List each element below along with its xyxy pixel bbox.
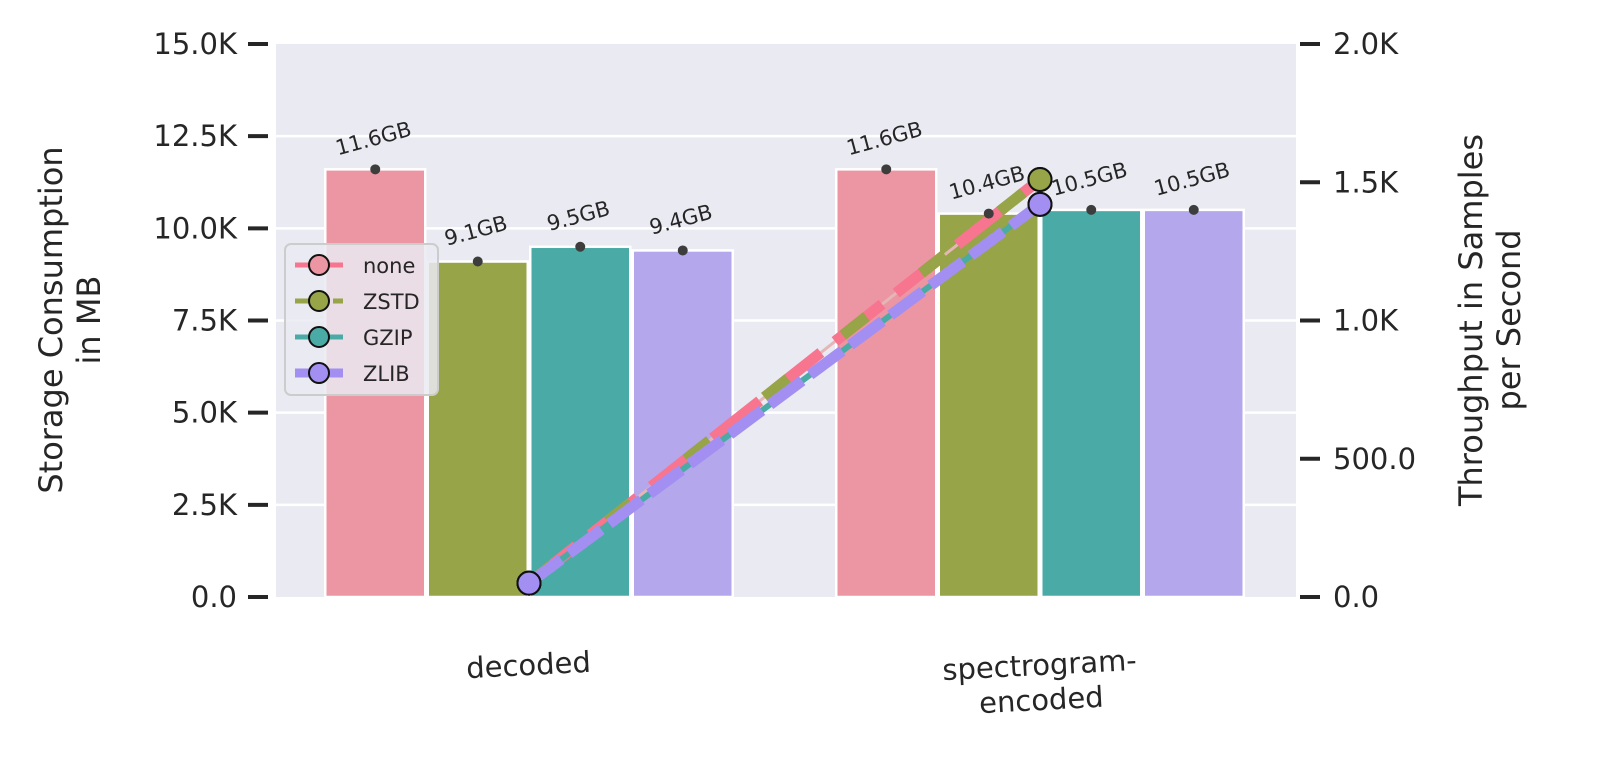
marker-zlib-1 xyxy=(1027,191,1053,217)
legend-marker-none xyxy=(308,254,330,276)
left-tick-label: 2.5K xyxy=(172,488,238,522)
error-dot xyxy=(983,208,994,219)
left-y-axis: 0.0 2.5K 5.0K 7.5K 10.0K 12.5K 15.0K xyxy=(153,27,268,614)
bar-none-1 xyxy=(835,168,938,599)
error-dot xyxy=(472,256,483,267)
bar-zlib-0 xyxy=(631,249,734,599)
left-axis-title: Storage Consumptionin MB xyxy=(32,146,108,493)
legend-label-gzip: GZIP xyxy=(363,326,413,350)
bars xyxy=(324,168,1245,599)
legend-box xyxy=(284,243,439,396)
category-label-line: decoded xyxy=(465,645,591,685)
throughput-lines xyxy=(516,166,1053,596)
category-label-0: decoded xyxy=(465,645,591,685)
error-dot xyxy=(1188,204,1199,215)
category-label-line: encoded xyxy=(978,680,1104,720)
right-tick-label: 1.0K xyxy=(1333,304,1399,338)
axis-title-line: per Second xyxy=(1490,229,1528,410)
left-tick-label: 5.0K xyxy=(172,396,238,430)
bar-zstd-0 xyxy=(426,260,529,599)
error-dot xyxy=(881,164,892,175)
marker-zlib-0 xyxy=(516,570,542,596)
legend-marker-zlib xyxy=(308,362,330,384)
axis-title-line: Throughput in Samples xyxy=(1452,134,1490,507)
error-dot xyxy=(1086,204,1097,215)
legend-label-zstd: ZSTD xyxy=(363,290,420,314)
axis-title-line: in MB xyxy=(70,276,108,365)
left-tick-label: 15.0K xyxy=(153,27,238,61)
legend: none ZSTD GZIP ZLIB xyxy=(284,243,439,396)
error-dot xyxy=(370,164,381,175)
axis-title-line: Storage Consumption xyxy=(32,146,70,493)
right-tick-label: 0.0 xyxy=(1333,580,1379,614)
right-axis-title: Throughput in Samplesper Second xyxy=(1452,134,1528,507)
line-zlib xyxy=(525,199,1044,588)
x-axis-categories: decoded spectrogram-encoded xyxy=(465,643,1137,720)
left-tick-label: 0.0 xyxy=(191,580,237,614)
left-tick-label: 12.5K xyxy=(153,119,238,153)
bar-gzip-1 xyxy=(1040,208,1143,599)
left-tick-label: 10.0K xyxy=(153,211,238,245)
category-label-1: spectrogram-encoded xyxy=(941,643,1137,720)
error-dot xyxy=(677,245,688,256)
marker-zstd-1 xyxy=(1027,166,1053,192)
legend-label-zlib: ZLIB xyxy=(363,362,410,386)
bar-zlib-1 xyxy=(1142,208,1245,599)
right-tick-label: 500.0 xyxy=(1333,442,1416,476)
legend-marker-zstd xyxy=(308,290,330,312)
legend-marker-gzip xyxy=(308,326,330,348)
right-tick-label: 1.5K xyxy=(1333,165,1399,199)
right-tick-label: 2.0K xyxy=(1333,27,1399,61)
left-tick-label: 7.5K xyxy=(172,304,238,338)
right-y-axis: 0.0 500.0 1.0K 1.5K 2.0K xyxy=(1300,27,1416,614)
legend-label-none: none xyxy=(363,254,415,278)
category-label-line: spectrogram- xyxy=(941,643,1137,687)
error-dot xyxy=(575,241,586,252)
bar-zstd-1 xyxy=(937,212,1040,599)
